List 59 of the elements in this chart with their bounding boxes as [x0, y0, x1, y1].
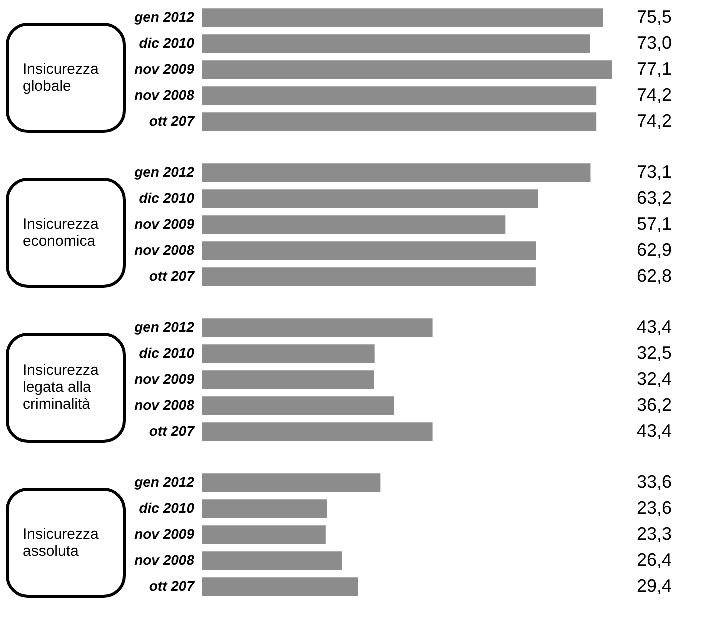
data-label: 63,2: [636, 188, 672, 208]
data-label: 73,1: [636, 162, 672, 182]
y-tick-label: ott 207: [149, 578, 196, 594]
y-tick-label: nov 2008: [134, 396, 195, 412]
rounded-box: Insicurezza globale: [6, 22, 126, 132]
bar: [202, 370, 374, 389]
bar: [202, 189, 538, 208]
bar: [202, 344, 375, 363]
data-label: 32,4: [636, 368, 672, 388]
y-tick-label: nov 2008: [134, 552, 195, 568]
rounded-box: Insicurezza assoluta: [6, 488, 126, 598]
y-tick-label: dic 2010: [139, 344, 195, 360]
y-tick-label: nov 2009: [134, 370, 195, 386]
data-label: 75,5: [636, 6, 672, 26]
data-label: 29,4: [636, 576, 672, 596]
data-label: 74,2: [636, 110, 672, 130]
y-tick-label: ott 207: [149, 268, 196, 284]
y-tick-label: dic 2010: [139, 190, 195, 206]
y-tick-label: nov 2008: [134, 242, 195, 258]
y-tick-label: nov 2009: [134, 216, 195, 232]
bar: [202, 241, 536, 260]
bar: [202, 163, 591, 182]
y-tick-label: ott 207: [149, 112, 196, 128]
data-label: 36,2: [636, 394, 672, 414]
y-tick-label: ott 207: [149, 422, 196, 438]
y-tick-label: nov 2009: [134, 60, 195, 76]
data-label: 57,1: [636, 214, 672, 234]
bar: [202, 215, 506, 234]
bar: [202, 525, 326, 544]
data-label: 73,0: [636, 32, 672, 52]
data-label: 62,9: [636, 240, 672, 260]
y-tick-label: gen 2012: [134, 318, 195, 334]
data-label: 74,2: [636, 84, 672, 104]
data-label: 43,4: [636, 316, 672, 336]
bar: [202, 396, 395, 415]
bar: [202, 422, 433, 441]
data-label: 62,8: [636, 266, 672, 286]
bar: [202, 267, 536, 286]
y-tick-label: gen 2012: [134, 474, 195, 490]
y-tick-label: dic 2010: [139, 34, 195, 50]
y-tick-label: nov 2009: [134, 526, 195, 542]
y-tick-label: dic 2010: [139, 500, 195, 516]
data-label: 33,6: [636, 472, 672, 492]
bar: [202, 551, 342, 570]
rounded-box: Insicurezza economica: [6, 178, 126, 288]
data-label: 77,1: [636, 58, 672, 78]
bar: [202, 499, 328, 518]
data-label: 23,3: [636, 524, 672, 544]
data-label: 32,5: [636, 342, 672, 362]
y-tick-label: gen 2012: [134, 8, 195, 24]
y-tick-label: gen 2012: [134, 164, 195, 180]
bar: [202, 473, 381, 492]
data-label: 26,4: [636, 550, 672, 570]
y-tick-label: nov 2008: [134, 86, 195, 102]
rounded-box: Insicurezza legata alla criminalità: [6, 332, 126, 442]
bar: [202, 318, 433, 337]
data-label: 23,6: [636, 498, 672, 518]
data-label: 43,4: [636, 420, 672, 440]
bar: [202, 577, 358, 596]
